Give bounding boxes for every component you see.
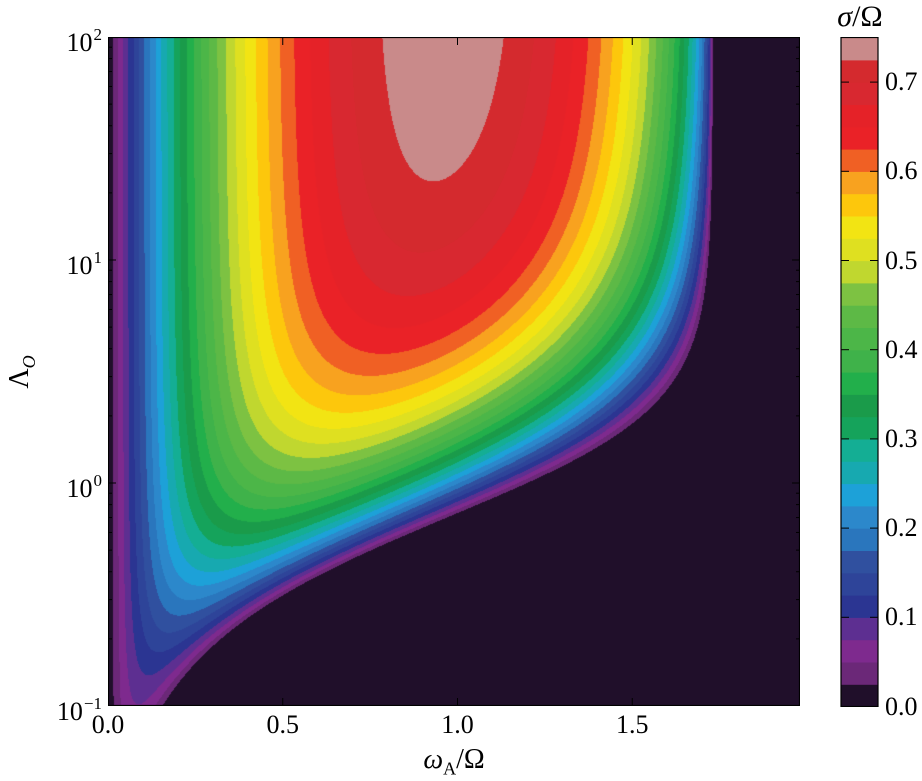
y-tick-exponent: 0 <box>93 471 103 490</box>
colorbar-tick-label: 0.2 <box>885 513 918 543</box>
axes-frame <box>108 37 800 706</box>
colorbar-tick-label: 0.0 <box>885 691 918 721</box>
colorbar-level <box>841 282 878 306</box>
y-tick-label: 10−1 <box>57 695 102 725</box>
colorbar-tick-label: 0.6 <box>885 156 918 186</box>
colorbar <box>840 37 879 707</box>
colorbar-level <box>841 37 878 61</box>
y-label-subscript: O <box>18 355 39 369</box>
colorbar-level <box>841 327 878 351</box>
x-tick-label: 1.0 <box>441 710 474 739</box>
x-label-unit: /Ω <box>456 744 485 775</box>
colorbar-title-unit: /Ω <box>852 0 883 33</box>
colorbar-level <box>841 461 878 485</box>
y-label-symbol: Λ <box>4 368 36 389</box>
y-tick-label: 101 <box>67 249 103 279</box>
colorbar-level <box>841 639 878 663</box>
colorbar-level <box>841 349 878 373</box>
axes-border <box>108 37 800 706</box>
y-tick-exponent: 1 <box>93 248 103 267</box>
x-label-subscript: A <box>443 758 457 779</box>
colorbar-level <box>841 305 878 328</box>
colorbar-level <box>841 126 878 150</box>
x-tick-label: 0.0 <box>91 710 125 739</box>
x-axis-label: ωA/Ω <box>423 744 484 780</box>
colorbar-level <box>841 149 878 172</box>
colorbar-level <box>841 617 878 641</box>
colorbar-level <box>841 438 878 462</box>
colorbar-tick-label: 0.1 <box>885 602 918 632</box>
colorbar-level <box>841 416 878 440</box>
colorbar-level <box>841 215 878 239</box>
colorbar-level <box>841 550 878 574</box>
y-axis-label: ΛO <box>4 355 40 388</box>
colorbar-level <box>841 661 878 685</box>
x-tick-label: 0.5 <box>266 710 299 739</box>
x-tick-label: 1.5 <box>615 710 649 739</box>
y-tick-exponent: −1 <box>83 694 102 713</box>
colorbar-level <box>841 505 878 529</box>
colorbar-level <box>841 238 878 262</box>
colorbar-tick-label: 0.3 <box>885 423 918 453</box>
contour-field <box>108 37 800 706</box>
colorbar-level <box>841 193 878 217</box>
y-tick-label: 100 <box>67 472 103 502</box>
colorbar-level <box>841 394 878 418</box>
colorbar-tick-label: 0.5 <box>885 245 918 275</box>
colorbar-level <box>841 684 878 707</box>
y-tick-base: 10 <box>66 251 93 280</box>
colorbar-level <box>841 372 878 395</box>
colorbar-level <box>841 595 878 618</box>
colorbar-level <box>841 82 878 105</box>
colorbar-level <box>841 171 878 195</box>
colorbar-level <box>841 528 878 551</box>
colorbar-level <box>841 260 878 284</box>
colorbar-tick-label: 0.4 <box>885 334 918 364</box>
y-tick-exponent: 2 <box>93 25 103 44</box>
y-tick-base: 10 <box>66 28 93 57</box>
colorbar-title-symbol: σ <box>837 0 853 33</box>
colorbar-level <box>841 104 878 128</box>
y-tick-base: 10 <box>66 474 93 503</box>
colorbar-tick-label: 0.7 <box>885 67 918 97</box>
y-tick-label: 102 <box>67 26 103 56</box>
colorbar-title: σ/Ω <box>837 0 882 34</box>
plot-area <box>108 37 800 706</box>
colorbar-level <box>841 483 878 507</box>
colorbar-border <box>840 37 879 707</box>
x-label-symbol: ω <box>423 744 444 775</box>
colorbar-level <box>841 572 878 596</box>
colorbar-level <box>841 59 878 83</box>
y-tick-base: 10 <box>56 697 83 726</box>
